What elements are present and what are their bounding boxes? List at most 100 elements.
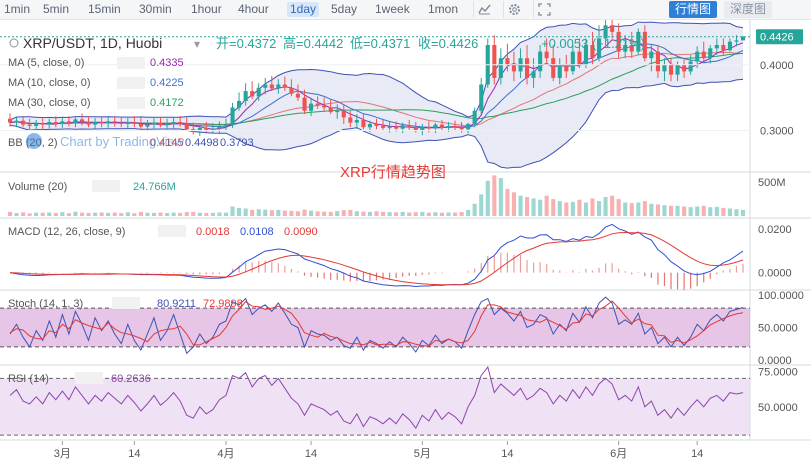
indicator-settings-icon[interactable]	[117, 77, 145, 89]
candle-body	[623, 45, 628, 52]
candle	[721, 38, 726, 55]
volume-bar	[446, 212, 451, 216]
timeframe-30min[interactable]: 30min	[139, 2, 172, 16]
volume-bar	[387, 212, 392, 216]
candle	[655, 45, 660, 78]
candle	[629, 31, 634, 59]
timeframe-5min[interactable]: 5min	[43, 2, 70, 16]
volume-bar	[93, 212, 98, 216]
volume-bar	[623, 202, 628, 216]
timeframe-1mon[interactable]: 1mon	[428, 2, 459, 16]
fullscreen-icon[interactable]	[533, 1, 555, 18]
candle-body	[191, 129, 196, 131]
volume-bar	[14, 213, 19, 216]
candle-body	[34, 123, 39, 126]
ma5-legend-label: MA (5, close, 0)	[8, 57, 84, 69]
candle	[348, 110, 353, 128]
volume-bar	[701, 205, 706, 216]
volume-bar	[309, 210, 314, 216]
candle	[138, 117, 143, 129]
timeframe-4hour[interactable]: 4hour	[238, 2, 269, 16]
candle	[269, 75, 274, 92]
tab-kline-chart[interactable]: 行情图	[669, 1, 718, 18]
timeframe-1min[interactable]: 1min	[4, 2, 31, 16]
volume-value: 24.766M	[133, 181, 176, 193]
volume-bar	[302, 209, 307, 216]
timeframe-1hour[interactable]: 1hour	[191, 2, 222, 16]
candle-body	[407, 125, 412, 128]
volume-bar	[171, 212, 176, 216]
candle-body	[99, 122, 104, 124]
trading-chart: 0.4426 0.3000 0.4000 XRP/USDT, 1D, Huobi …	[0, 20, 811, 472]
candle	[60, 118, 65, 128]
stoch-k-value: 80.9211	[157, 298, 196, 310]
settings-icon[interactable]	[503, 1, 525, 18]
volume-bar	[381, 211, 386, 216]
tab-depth-chart[interactable]: 深度图	[724, 1, 773, 18]
volume-bar	[426, 212, 431, 216]
volume-bar	[165, 213, 170, 216]
candle-body	[505, 58, 510, 65]
bb-lower-value: 0.3793	[220, 137, 254, 149]
candle	[433, 122, 438, 134]
collapse-toggle-icon[interactable]	[9, 38, 19, 48]
indicator-settings-icon[interactable]	[117, 57, 145, 69]
candle-body	[439, 124, 444, 128]
candle-body	[636, 31, 641, 52]
timeframe-1week[interactable]: 1week	[375, 2, 410, 16]
candle-body	[564, 64, 569, 72]
candle	[577, 38, 582, 69]
timeframe-5day[interactable]: 5day	[331, 2, 358, 16]
volume-bar	[479, 194, 484, 216]
indicator-settings-icon[interactable]	[158, 225, 186, 237]
candle	[158, 116, 163, 128]
candle	[557, 58, 562, 85]
volume-bar	[498, 178, 503, 216]
volume-bar	[453, 212, 458, 216]
candle	[420, 123, 425, 136]
volume-bar	[289, 210, 294, 216]
candle	[132, 116, 137, 128]
candle	[361, 114, 366, 130]
candle	[335, 104, 340, 119]
volume-bar	[544, 195, 549, 216]
candle-body	[459, 127, 464, 130]
volume-bar	[125, 212, 130, 216]
stoch-axis-tick: 0.0000	[758, 355, 792, 367]
indicator-settings-icon[interactable]	[75, 372, 103, 384]
candle-body	[138, 124, 143, 127]
volume-bar	[184, 212, 189, 216]
stoch-d-line	[9, 300, 744, 347]
volume-bar	[727, 208, 732, 216]
candle-body	[223, 124, 228, 126]
candle	[119, 116, 124, 128]
candle-body	[381, 125, 386, 128]
indicator-settings-icon[interactable]	[92, 180, 120, 192]
candle	[669, 58, 674, 82]
candle	[289, 79, 294, 97]
volume-bar	[210, 212, 215, 216]
line-chart-icon[interactable]	[473, 1, 495, 18]
timeframe-1day[interactable]: 1day	[287, 2, 320, 17]
candle-body	[721, 45, 726, 51]
candle-body	[302, 97, 307, 111]
volume-bar	[80, 212, 85, 216]
indicator-settings-icon[interactable]	[112, 297, 140, 309]
candle-body	[256, 87, 261, 97]
candle	[210, 123, 215, 134]
timeframe-15min[interactable]: 15min	[88, 2, 121, 16]
ohlc-close: 收=0.4426	[418, 36, 478, 51]
indicator-settings-icon[interactable]	[117, 97, 145, 109]
candle	[191, 122, 196, 135]
volume-bar	[112, 212, 117, 216]
candle	[727, 38, 732, 52]
candle	[263, 77, 268, 95]
candle	[714, 38, 719, 55]
candle-body	[734, 40, 739, 42]
candle	[328, 99, 333, 115]
candle	[479, 77, 484, 115]
chevron-down-icon[interactable]: ▾	[194, 37, 200, 51]
volume-bar	[708, 207, 713, 216]
candle-body	[616, 31, 621, 52]
candle	[492, 35, 497, 85]
